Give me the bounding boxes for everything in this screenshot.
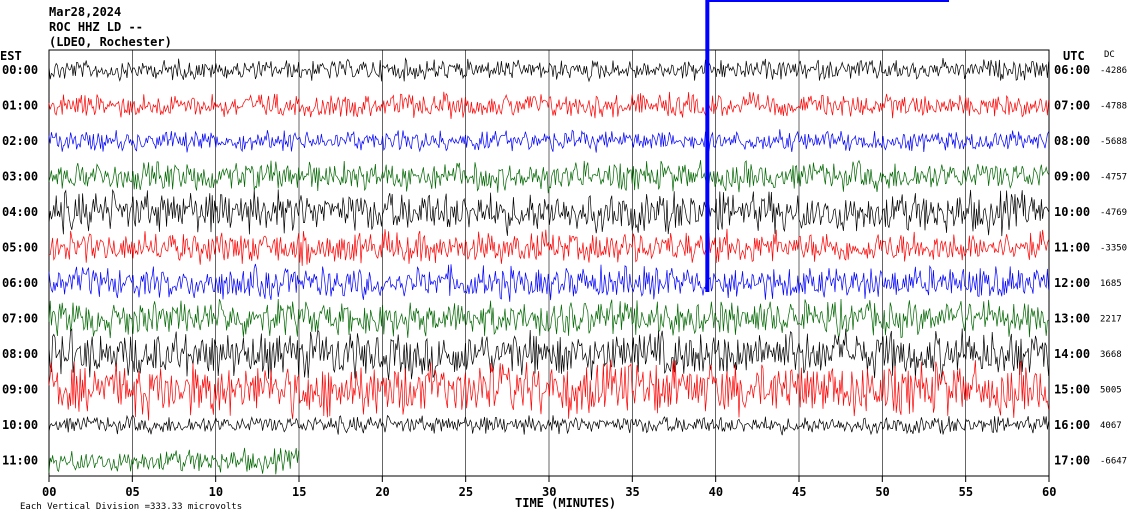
- scale-note: Each Vertical Division =: [20, 502, 151, 512]
- trace-06:00: [48, 263, 1049, 302]
- est-label-02:00: 02:00: [2, 134, 38, 148]
- est-label-10:00: 10:00: [2, 418, 38, 432]
- utc-axis-title: UTC: [1063, 49, 1085, 63]
- dc-value-10:00: -4769: [1100, 208, 1127, 218]
- x-tick-label-10: 10: [209, 485, 223, 499]
- x-tick-label-25: 25: [459, 485, 473, 499]
- dc-value-08:00: -5688: [1100, 137, 1127, 147]
- trace-04:00: [48, 188, 1049, 237]
- dc-value-11:00: -3350: [1100, 244, 1127, 254]
- est-label-01:00: 01:00: [2, 99, 38, 113]
- utc-label-15:00: 15:00: [1054, 383, 1090, 397]
- x-tick-label-20: 20: [375, 485, 389, 499]
- utc-label-11:00: 11:00: [1054, 241, 1090, 255]
- trace-11:00: [48, 447, 299, 475]
- trace-00:00: [48, 57, 1049, 83]
- dc-value-09:00: -4757: [1100, 173, 1127, 183]
- x-tick-label-40: 40: [709, 485, 723, 499]
- trace-10:00: [48, 414, 1049, 436]
- utc-label-07:00: 07:00: [1054, 99, 1090, 113]
- dc-value-06:00: -4286: [1100, 66, 1127, 76]
- x-axis-ticks: 00 05 10 15 20 25 30 35 40 45 50 55 60: [42, 476, 1056, 499]
- dc-value-16:00: 4067: [1100, 421, 1122, 431]
- trace-03:00: [48, 159, 1049, 194]
- x-tick-label-45: 45: [792, 485, 806, 499]
- utc-label-14:00: 14:00: [1054, 347, 1090, 361]
- utc-label-06:00: 06:00: [1054, 63, 1090, 77]
- x-tick-label-35: 35: [625, 485, 639, 499]
- est-axis-title: EST: [0, 49, 22, 63]
- dc-value-12:00: 1685: [1100, 279, 1122, 289]
- trace-01:00: [48, 91, 1049, 119]
- x-tick-label-55: 55: [959, 485, 973, 499]
- est-label-06:00: 06:00: [2, 276, 38, 290]
- dc-value-07:00: -4788: [1100, 102, 1127, 112]
- x-tick-label-15: 15: [292, 485, 306, 499]
- trace-05:00: [48, 228, 1049, 266]
- x-tick-label-30: 30: [542, 485, 556, 499]
- est-label-00:00: 00:00: [2, 63, 38, 77]
- station-label: ROC HHZ LD --: [49, 20, 143, 34]
- est-label-07:00: 07:00: [2, 312, 38, 326]
- trace-07:00: [48, 298, 1049, 339]
- utc-label-10:00: 10:00: [1054, 205, 1090, 219]
- est-label-03:00: 03:00: [2, 170, 38, 184]
- scale-value: 333.33 microvolts: [150, 502, 242, 512]
- trace-09:00: [48, 359, 1049, 421]
- utc-label-13:00: 13:00: [1054, 312, 1090, 326]
- utc-label-08:00: 08:00: [1054, 134, 1090, 148]
- x-tick-label-60: 60: [1042, 485, 1056, 499]
- est-label-08:00: 08:00: [2, 347, 38, 361]
- dc-value-15:00: 5005: [1100, 386, 1122, 396]
- x-tick-label-00: 00: [42, 485, 56, 499]
- row-labels: 00:00 06:00 -4286 01:00 07:00 -4788 02:00 08:00…: [2, 63, 1127, 468]
- x-tick-label-50: 50: [875, 485, 889, 499]
- utc-label-12:00: 12:00: [1054, 276, 1090, 290]
- est-label-05:00: 05:00: [2, 241, 38, 255]
- dc-value-17:00: -6647: [1100, 457, 1127, 467]
- trace-02:00: [48, 129, 1049, 153]
- dc-value-14:00: 3668: [1100, 350, 1122, 360]
- utc-label-09:00: 09:00: [1054, 170, 1090, 184]
- date-label: Mar28,2024: [49, 5, 121, 19]
- x-tick-label-05: 05: [125, 485, 139, 499]
- utc-label-16:00: 16:00: [1054, 418, 1090, 432]
- x-axis-title: TIME (MINUTES): [515, 496, 616, 510]
- dc-value-13:00: 2217: [1100, 315, 1122, 325]
- dc-column-title: DC: [1104, 50, 1115, 60]
- network-label: (LDEO, Rochester): [49, 35, 172, 49]
- seismic-traces: [48, 57, 1049, 475]
- est-label-09:00: 09:00: [2, 383, 38, 397]
- minute-gridlines: [48, 50, 1050, 476]
- utc-label-17:00: 17:00: [1054, 454, 1090, 468]
- trace-08:00: [48, 328, 1049, 381]
- est-label-04:00: 04:00: [2, 205, 38, 219]
- event-spike-0: [705, 0, 710, 292]
- est-label-11:00: 11:00: [2, 454, 38, 468]
- event-marks: [705, 0, 949, 292]
